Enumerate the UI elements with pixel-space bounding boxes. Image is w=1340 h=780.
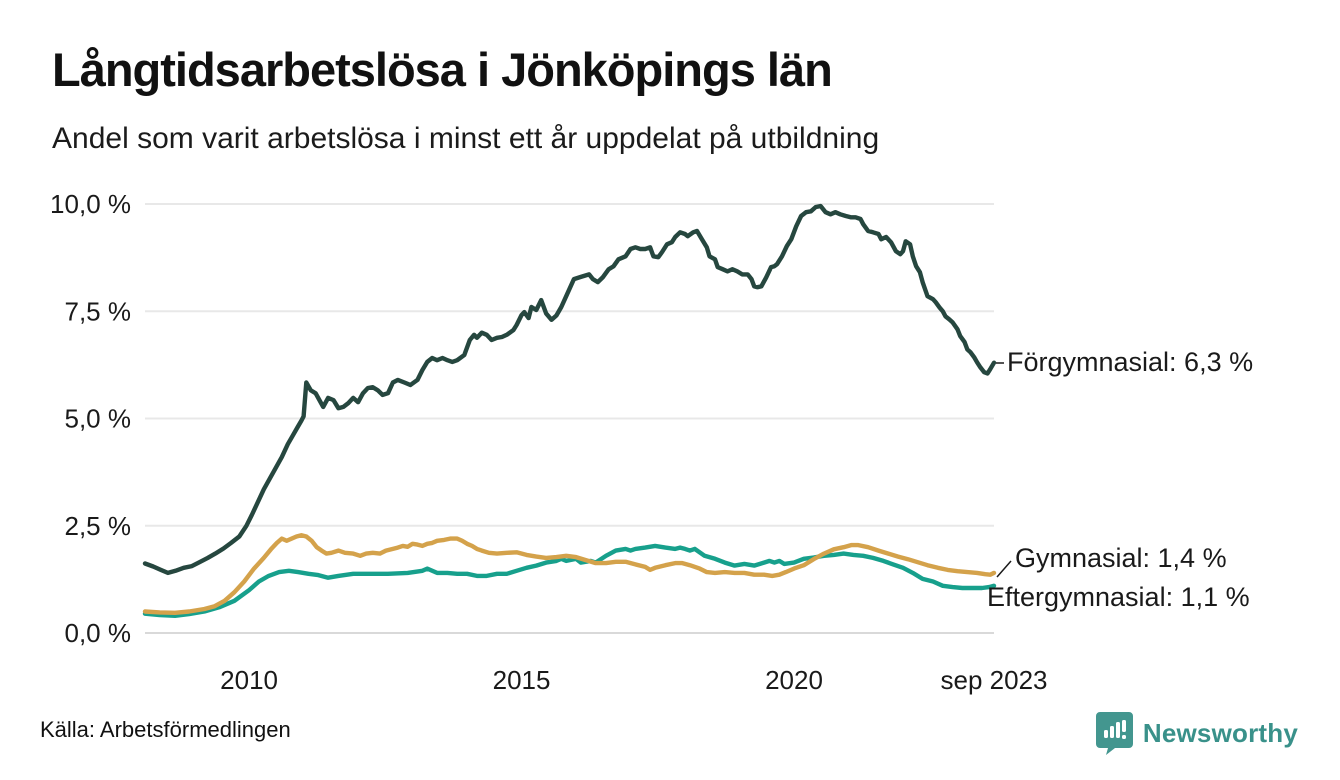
chart-subtitle: Andel som varit arbetslösa i minst ett å… (52, 122, 880, 155)
y-axis-tick-label: 10,0 % (50, 189, 131, 219)
label-connector (996, 560, 1012, 578)
newsworthy-logo: Newsworthy (1095, 708, 1298, 758)
y-axis-tick-label: 0,0 % (65, 618, 132, 648)
x-axis-tick-label: 2010 (220, 665, 278, 695)
series-line-eftergymnasial (142, 543, 997, 618)
newsworthy-logo-text: Newsworthy (1142, 717, 1298, 748)
series-end-label-eftergymnasial: Eftergymnasial: 1,1 % (987, 582, 1250, 612)
x-axis-tick-label: 2015 (493, 665, 551, 695)
series-end-label-förgymnasial: Förgymnasial: 6,3 % (1007, 347, 1253, 377)
newsworthy-speech-bubble-bar-chart-icon (1095, 711, 1133, 755)
series-end-label-gymnasial: Gymnasial: 1,4 % (1015, 543, 1227, 573)
y-axis-tick-label: 2,5 % (65, 511, 132, 541)
y-axis-tick-label: 7,5 % (65, 296, 132, 326)
source-note: Källa: Arbetsförmedlingen (40, 717, 291, 742)
x-axis-tick-label: 2020 (765, 665, 823, 695)
x-axis-tick-label: sep 2023 (941, 665, 1048, 695)
series-line-förgymnasial (142, 203, 997, 576)
y-axis-tick-label: 5,0 % (65, 404, 132, 434)
chart-title: Långtidsarbetslösa i Jönköpings län (52, 43, 833, 96)
series-line-gymnasial (142, 533, 997, 615)
